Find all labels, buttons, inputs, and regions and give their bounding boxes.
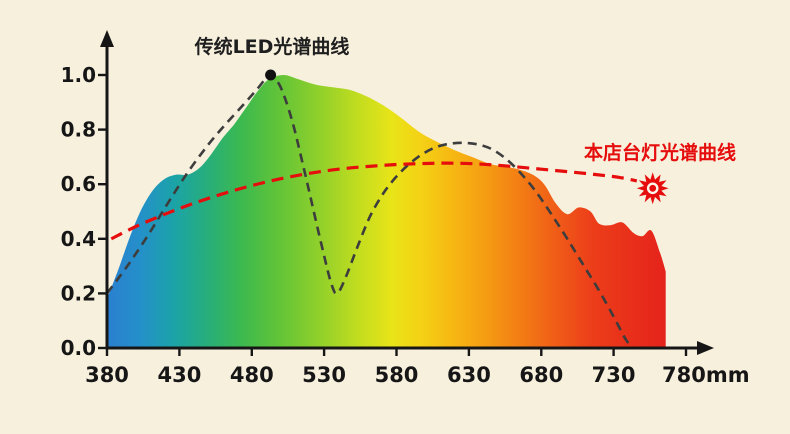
y-tick-label: 0.0 (61, 336, 96, 360)
x-tick-label: 630 (447, 363, 491, 387)
x-tick-label: 430 (157, 363, 201, 387)
peak-marker-dot (265, 69, 277, 81)
x-axis-arrow (697, 341, 714, 355)
x-tick-label: 580 (375, 363, 419, 387)
y-axis-arrow (100, 30, 114, 47)
chart-generated-layers: 380 430 480 530 580 630 680 730 780mm 0.0 0.2 0.4 0.… (61, 30, 750, 387)
traditional-led-curve (105, 73, 634, 349)
x-tick-label: 780mm (662, 363, 750, 387)
tick-marks (98, 73, 688, 356)
sun-icon (636, 172, 669, 205)
y-tick-label: 0.2 (61, 281, 96, 305)
y-tick-label: 0.6 (61, 172, 96, 196)
x-tick-label: 530 (302, 363, 346, 387)
spectrum-area (107, 75, 666, 348)
y-tick-label: 0.4 (61, 227, 96, 251)
x-tick-label: 480 (230, 363, 274, 387)
x-tick-label: 380 (85, 363, 129, 387)
sun-center-dot (649, 184, 657, 192)
x-tick-label: 680 (519, 363, 563, 387)
lamp-curve-label: 本店台灯光谱曲线 (584, 141, 736, 164)
axes (105, 44, 700, 350)
y-tick-label: 1.0 (61, 63, 96, 87)
x-tick-label: 730 (592, 363, 636, 387)
y-tick-label: 0.8 (61, 118, 96, 142)
traditional-led-curve-label: 传统LED光谱曲线 (194, 35, 350, 58)
